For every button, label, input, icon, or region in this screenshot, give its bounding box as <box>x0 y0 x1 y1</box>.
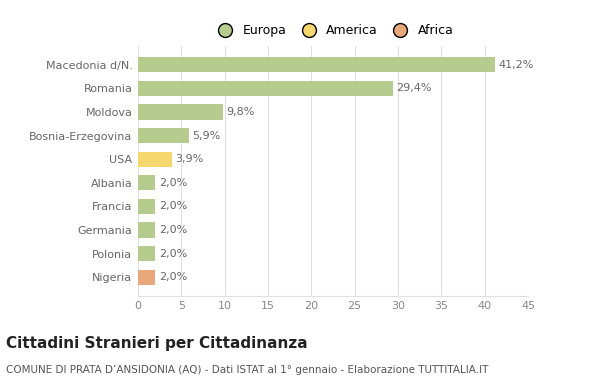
Text: 29,4%: 29,4% <box>396 83 432 93</box>
Text: 2,0%: 2,0% <box>159 272 187 282</box>
Text: 2,0%: 2,0% <box>159 225 187 235</box>
Bar <box>138 81 393 96</box>
Text: 3,9%: 3,9% <box>175 154 203 164</box>
Bar <box>138 199 155 214</box>
Bar <box>138 57 495 72</box>
Text: 2,0%: 2,0% <box>159 201 187 211</box>
Text: 2,0%: 2,0% <box>159 178 187 188</box>
Text: Cittadini Stranieri per Cittadinanza: Cittadini Stranieri per Cittadinanza <box>6 336 308 351</box>
Bar <box>138 246 155 261</box>
Bar <box>138 175 155 190</box>
Bar <box>138 270 155 285</box>
Bar <box>138 152 172 167</box>
Text: 5,9%: 5,9% <box>193 131 221 141</box>
Bar <box>138 222 155 238</box>
Text: COMUNE DI PRATA D’ANSIDONIA (AQ) - Dati ISTAT al 1° gennaio - Elaborazione TUTTI: COMUNE DI PRATA D’ANSIDONIA (AQ) - Dati … <box>6 365 488 375</box>
Text: 2,0%: 2,0% <box>159 249 187 259</box>
Legend: Europa, America, Africa: Europa, America, Africa <box>210 22 456 40</box>
Text: 41,2%: 41,2% <box>499 60 534 70</box>
Bar <box>138 128 189 143</box>
Bar <box>138 104 223 120</box>
Text: 9,8%: 9,8% <box>226 107 255 117</box>
